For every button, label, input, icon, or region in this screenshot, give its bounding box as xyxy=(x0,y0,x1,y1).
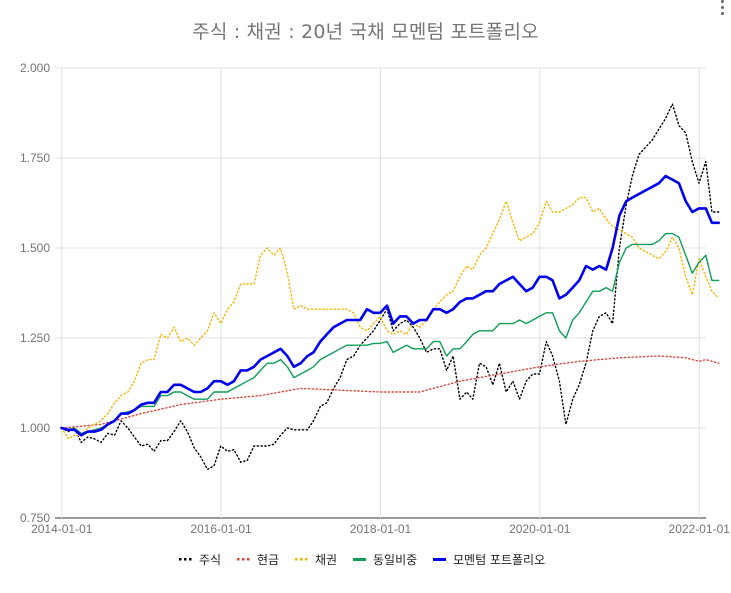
y-tick-label: 1.750 xyxy=(20,151,50,165)
more-options-icon[interactable] xyxy=(719,0,725,20)
axis-labels: 0.750 1.000 1.250 1.500 1.750 2.000 2014-01-01… xyxy=(20,61,730,536)
series-line xyxy=(60,232,720,435)
y-tick-label: 1.000 xyxy=(20,421,50,435)
legend-swatch xyxy=(295,558,298,561)
y-tick-label: 1.250 xyxy=(20,331,50,345)
legend-item: 채권 xyxy=(295,553,337,567)
y-tick-label: 1.500 xyxy=(20,241,50,255)
legend-swatch xyxy=(247,558,250,561)
legend-label: 현금 xyxy=(257,553,279,567)
x-tick-label: 2022-01-01 xyxy=(669,522,731,536)
legend-swatch xyxy=(305,558,308,561)
legend-swatch xyxy=(242,558,245,561)
legend-item: 동일비중 xyxy=(353,553,417,567)
legend-item: 주식 xyxy=(179,553,221,567)
legend-label: 채권 xyxy=(315,553,337,567)
x-tick-label: 2014-01-01 xyxy=(31,522,93,536)
y-tick-label: 2.000 xyxy=(20,61,50,75)
series-lines xyxy=(60,103,720,471)
y-tick-label: 0.750 xyxy=(20,511,50,525)
legend-swatch xyxy=(353,558,366,561)
legend-swatch xyxy=(184,558,187,561)
legend-swatch xyxy=(179,558,182,561)
x-tick-label: 2016-01-01 xyxy=(190,522,252,536)
legend-swatch xyxy=(237,558,240,561)
legend-item: 현금 xyxy=(237,553,279,567)
series-line xyxy=(60,196,720,440)
x-tick-label: 2020-01-01 xyxy=(509,522,571,536)
series-line xyxy=(60,103,720,471)
legend-swatch xyxy=(433,558,446,561)
grid-lines xyxy=(55,67,706,519)
legend-label: 동일비중 xyxy=(373,553,417,567)
x-tick-label: 2018-01-01 xyxy=(350,522,412,536)
legend-label: 주식 xyxy=(199,553,221,567)
legend-swatch xyxy=(300,558,303,561)
series-line xyxy=(60,355,720,429)
chart-title: 주식 : 채권 : 20년 국채 모멘텀 포트폴리오 xyxy=(192,21,539,43)
legend: 주식 현금 채권 동일비중 모멘텀 포트폴리오 xyxy=(179,553,545,567)
legend-label: 모멘텀 포트폴리오 xyxy=(453,553,545,567)
series-line xyxy=(60,174,720,437)
legend-swatch xyxy=(189,558,192,561)
legend-item: 모멘텀 포트폴리오 xyxy=(433,553,545,567)
